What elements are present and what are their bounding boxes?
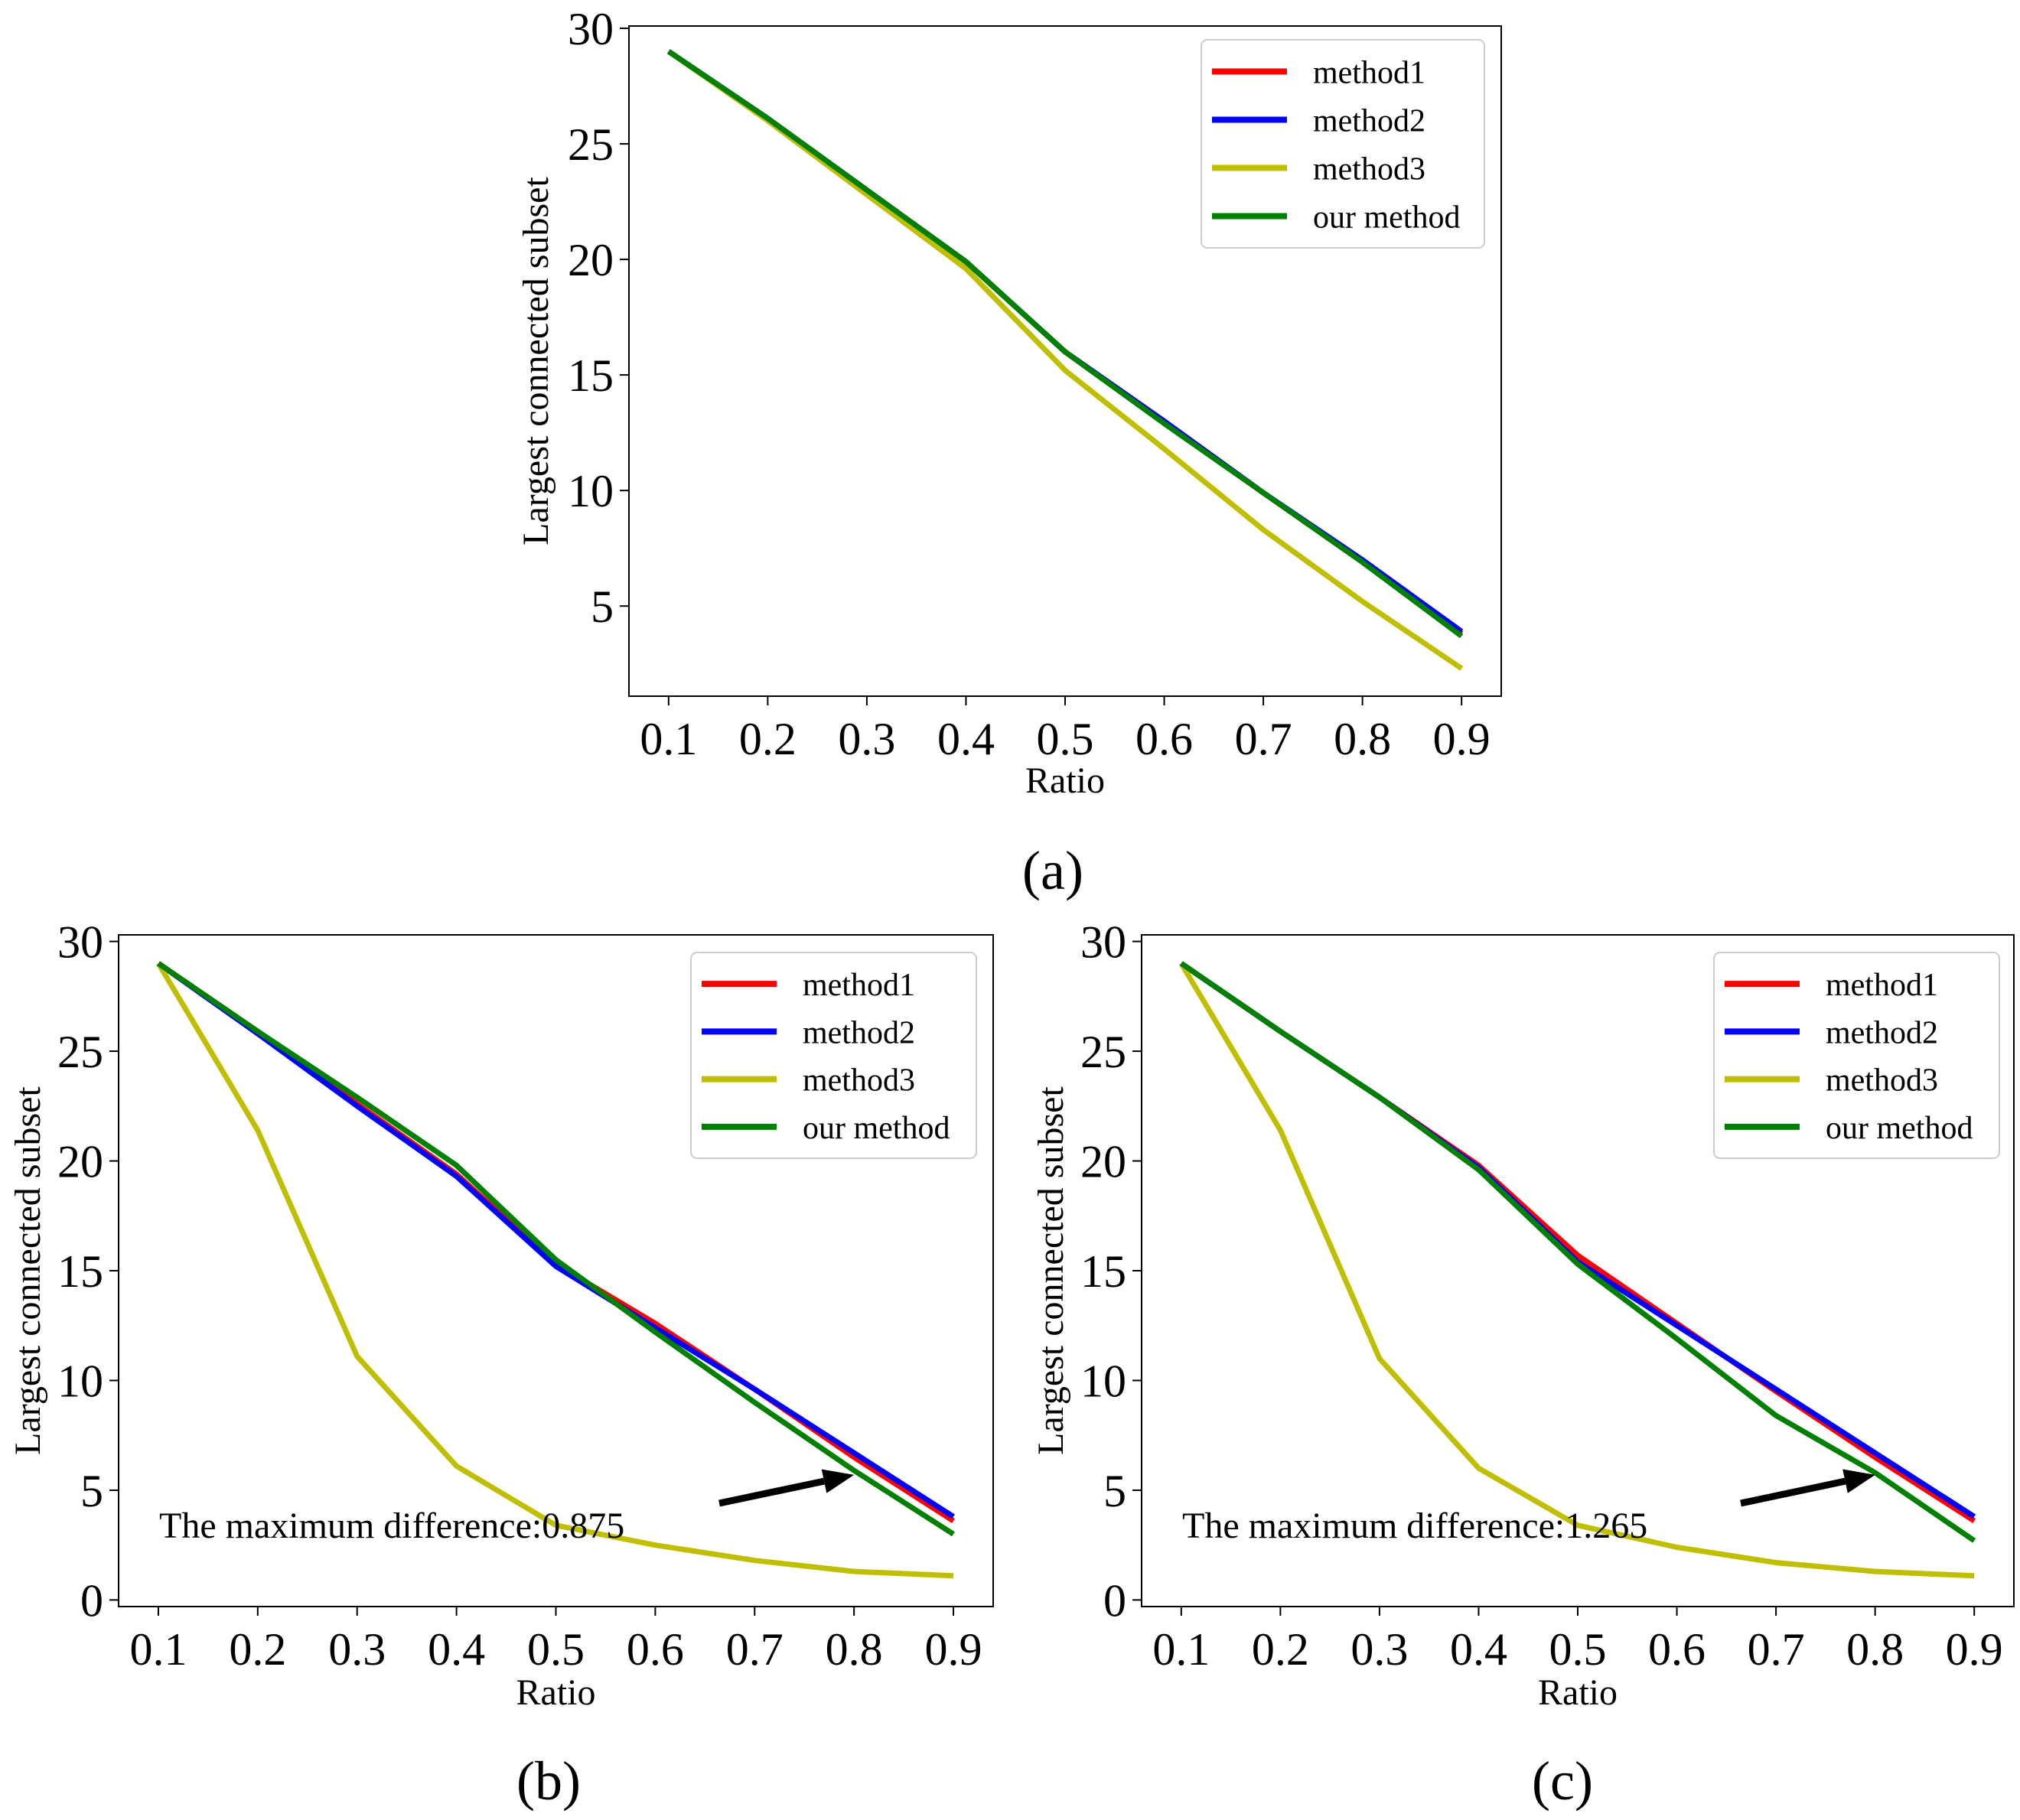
legend-label: method2 [1826, 1015, 1938, 1050]
y-tick-label: 10 [57, 1356, 103, 1406]
plot-frame [628, 25, 1502, 697]
x-tick-label: 0.4 [937, 714, 995, 764]
x-tick-label: 0.3 [328, 1624, 386, 1675]
plot-frame [1141, 934, 2015, 1607]
y-axis-label: Largest connected subset [1031, 1086, 1071, 1455]
x-tick-label: 0.2 [1252, 1624, 1309, 1675]
y-tick-label: 0 [80, 1575, 103, 1626]
x-tick-label: 0.3 [838, 714, 895, 764]
legend-label: our method [803, 1111, 950, 1146]
legend-box [1201, 39, 1485, 249]
legend-label: method2 [1313, 104, 1425, 139]
x-tick-label: 0.9 [1433, 714, 1491, 764]
x-tick-label: 0.4 [428, 1624, 485, 1675]
x-tick-label: 0.4 [1450, 1624, 1507, 1675]
y-tick-label: 10 [568, 466, 614, 516]
x-tick-label: 0.7 [1235, 714, 1292, 764]
x-tick-label: 0.8 [1334, 714, 1391, 764]
y-tick-label: 25 [1080, 1027, 1126, 1077]
y-tick-label: 30 [1080, 917, 1126, 968]
y-tick-label: 15 [57, 1246, 103, 1297]
panel-label-a: (a) [1022, 840, 1083, 901]
annotation-arrow-shaft [1740, 1477, 1846, 1507]
x-tick-label: 0.6 [1135, 714, 1193, 764]
chart-panel-a: 0.1 0.2 0.3 0.4 0.5 0.6 0.7 0.8 0.9 5 10 15 20 25 30 Ra… [516, 4, 1502, 801]
legend-label: our method [1826, 1111, 1973, 1146]
y-tick-label: 20 [57, 1137, 103, 1187]
y-tick-label: 5 [1103, 1466, 1126, 1516]
y-tick-label: 0 [1103, 1575, 1126, 1626]
annotation-arrow-shaft [718, 1477, 825, 1507]
y-tick-label: 15 [568, 350, 614, 401]
legend-label: method3 [1313, 152, 1425, 187]
chart-panel-c: 0.1 0.2 0.3 0.4 0.5 0.6 0.7 0.8 0.9 0 5 10 15 20 25 30 R… [1031, 917, 2015, 1713]
x-tick-label: 0.7 [726, 1624, 784, 1675]
legend-label: method3 [1826, 1063, 1938, 1099]
legend-label: our method [1313, 200, 1460, 236]
series-line-method3 [1178, 962, 1975, 1579]
legend-label: method1 [803, 968, 915, 1003]
x-tick-label: 0.6 [1648, 1624, 1706, 1675]
series-line-method3 [155, 962, 954, 1579]
x-tick-label: 0.5 [527, 1624, 585, 1675]
legend-box [690, 952, 977, 1159]
y-tick-label: 25 [57, 1027, 103, 1077]
x-tick-label: 0.9 [1946, 1624, 2003, 1675]
x-tick-label: 0.8 [1846, 1624, 1904, 1675]
legend-label: method3 [803, 1063, 915, 1099]
x-axis-label: Ratio [1025, 760, 1105, 801]
x-tick-label: 0.5 [1037, 714, 1094, 764]
annotation-arrow-head [821, 1469, 855, 1493]
legend: method1 method2 method3 our method [1713, 952, 2000, 1159]
x-axis-label: Ratio [516, 1672, 596, 1713]
y-axis-label: Largest connected subset [516, 177, 556, 545]
y-tick-label: 20 [568, 235, 614, 285]
x-tick-label: 0.1 [640, 714, 697, 764]
legend-label: method1 [1826, 968, 1938, 1003]
x-tick-label: 0.1 [129, 1624, 187, 1675]
y-tick-label: 30 [57, 917, 103, 968]
series-line-our-method [157, 961, 955, 1537]
x-tick-label: 0.9 [925, 1624, 982, 1675]
y-tick-label: 20 [1080, 1137, 1126, 1187]
annotation-text: The maximum difference:1.265 [1182, 1506, 1647, 1546]
legend-box [1713, 952, 2000, 1159]
x-tick-label: 0.2 [229, 1624, 286, 1675]
plot-frame [118, 934, 994, 1607]
panel-label-c: (c) [1532, 1750, 1593, 1812]
y-axis-label: Largest connected subset [8, 1086, 48, 1455]
x-tick-label: 0.3 [1350, 1624, 1408, 1675]
y-tick-label: 25 [568, 119, 614, 170]
legend: method1 method2 method3 our method [1201, 39, 1485, 249]
x-tick-label: 0.1 [1152, 1624, 1210, 1675]
x-axis-label: Ratio [1538, 1672, 1618, 1713]
x-tick-label: 0.8 [826, 1624, 883, 1675]
y-tick-label: 5 [80, 1466, 103, 1516]
x-tick-label: 0.5 [1549, 1624, 1607, 1675]
x-tick-label: 0.7 [1748, 1624, 1805, 1675]
legend: method1 method2 method3 our method [690, 952, 977, 1159]
series-line-our-method [1179, 961, 1976, 1543]
y-tick-label: 5 [591, 581, 614, 632]
legend-label: method2 [803, 1015, 915, 1050]
y-tick-label: 30 [568, 4, 614, 54]
chart-panel-b: 0.1 0.2 0.3 0.4 0.5 0.6 0.7 0.8 0.9 0 5 10 15 20 25 30 R… [8, 917, 994, 1713]
series-line-method2 [156, 961, 955, 1519]
series-line-our-method [666, 49, 1464, 639]
x-tick-label: 0.2 [739, 714, 797, 764]
y-tick-label: 10 [1080, 1356, 1126, 1406]
legend-label: method1 [1313, 56, 1425, 91]
panel-label-b: (b) [516, 1750, 581, 1812]
annotation-arrow-head [1842, 1469, 1875, 1493]
x-tick-label: 0.6 [627, 1624, 684, 1675]
annotation-text: The maximum difference:0.875 [159, 1506, 624, 1546]
y-tick-label: 15 [1080, 1246, 1126, 1297]
